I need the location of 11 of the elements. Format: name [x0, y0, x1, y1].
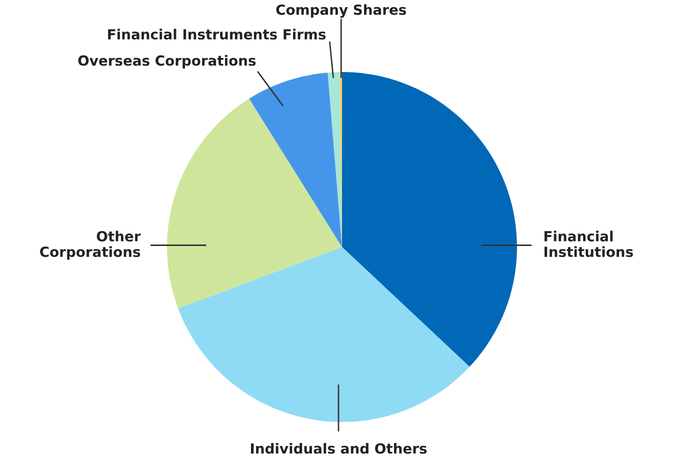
pie-slice: [178, 247, 470, 422]
slice-label: Other Corporations: [40, 230, 141, 260]
slice-label: Company Shares: [276, 4, 406, 18]
pie-slice: [328, 72, 342, 247]
pie-slice: [249, 72, 342, 247]
pie-slice: [167, 98, 342, 308]
slice-label: Individuals and Others: [251, 443, 427, 454]
pie-slice: [342, 72, 517, 367]
slice-label: Overseas Corporations: [78, 55, 256, 68]
slice-label: Financial Instruments Firms: [108, 28, 326, 40]
slice-label: Financial Institutions: [544, 230, 633, 258]
